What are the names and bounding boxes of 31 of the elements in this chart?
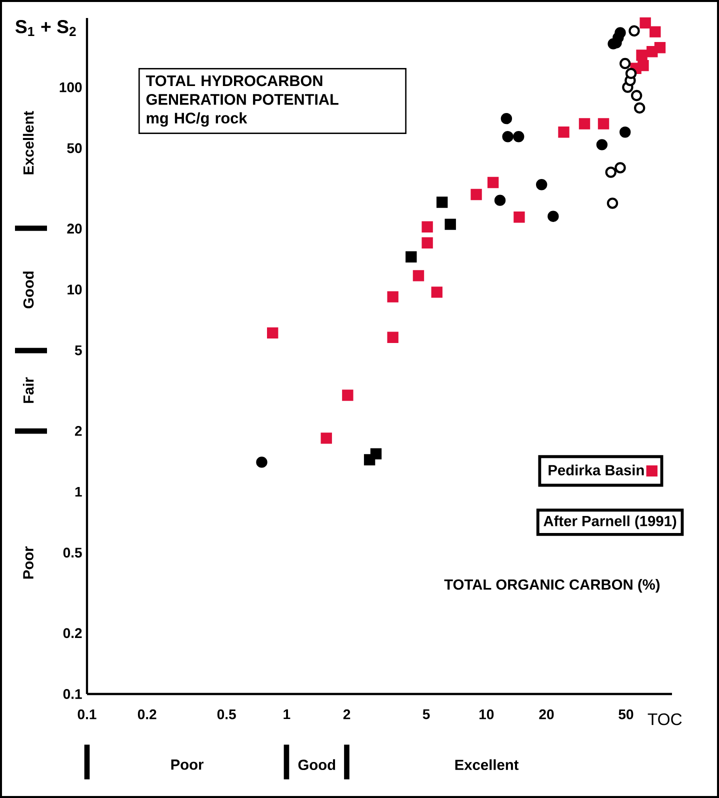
y-tick-label: 20 [67, 224, 82, 234]
x-tick-label: 20 [539, 709, 554, 720]
y-tick-label: 10 [68, 284, 82, 294]
y-tick-label: 0.1 [63, 689, 82, 699]
text: Good [298, 759, 336, 770]
x-axis-title: TOC [648, 713, 682, 726]
y-tick-label: 100 [60, 82, 82, 92]
y-axis-title: S$_{1}$ + S$_{2}$ [15, 20, 76, 36]
x-tick-label: 0.2 [138, 709, 156, 720]
x-tick-label: 50 [618, 709, 634, 720]
y-tick-label: 0.5 [63, 548, 82, 558]
x-tick-label: 1 [284, 709, 290, 720]
y-tick-label: 50 [67, 143, 82, 154]
text: Fair [22, 377, 34, 403]
y-tick-label: 1 [75, 486, 82, 497]
text: mg HC/g rock [146, 112, 248, 127]
text: Poor [171, 760, 204, 770]
legend-label: Pedirka Basin [548, 464, 644, 476]
y-tick-label: 0.2 [63, 628, 82, 638]
text: Poor [23, 546, 34, 579]
text: Excellent [22, 111, 34, 174]
y-tick-label: 2 [74, 426, 82, 436]
text: Good [22, 272, 34, 308]
y-tick-label: 5 [74, 346, 82, 356]
x-tick-label: 5 [422, 709, 430, 720]
x-tick-label: 0.5 [217, 709, 236, 720]
annotation: TOTAL ORGANIC CARBON (%) [444, 579, 660, 593]
text: Excellent [455, 759, 519, 770]
x-tick-label: 10 [479, 709, 494, 720]
annotation: After Parnell (1991) [544, 515, 676, 530]
x-tick-label: 2 [343, 709, 350, 720]
